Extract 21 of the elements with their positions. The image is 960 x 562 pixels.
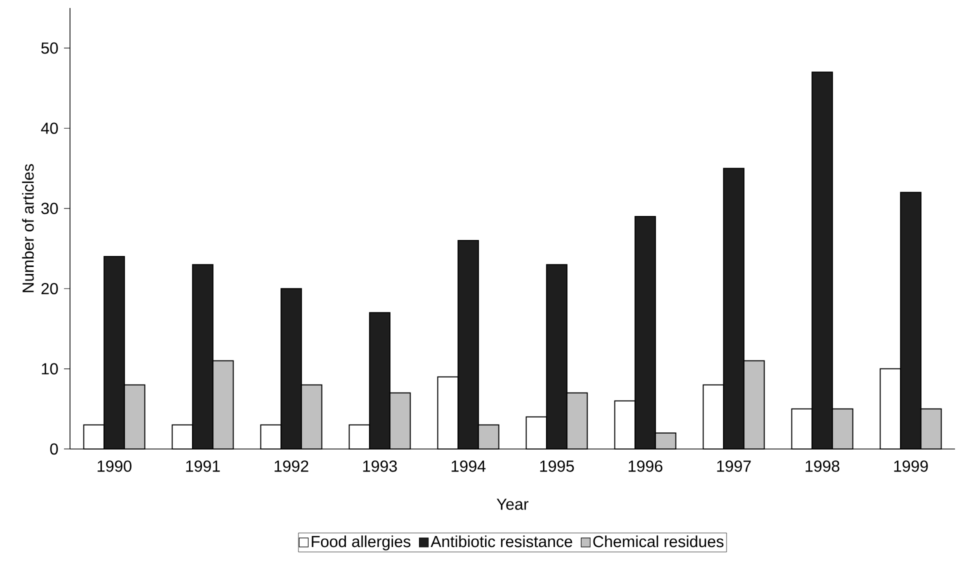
x-tick-label: 1998 [806,460,840,472]
x-tick-label: 1996 [628,460,662,472]
x-tick-label: 1995 [540,460,574,472]
y-tick-label: 20 [41,282,58,294]
x-tick-label: 1990 [98,460,132,472]
x-tick-label: 1994 [452,460,486,472]
legend-label: Food allergies [312,535,410,550]
y-axis-title: Number of articles [22,164,34,292]
y-tick-label: 30 [41,202,58,214]
y-tick-label: 10 [42,363,58,374]
legend-label: Chemical residues [593,535,724,548]
x-tick-label: 1992 [274,460,308,472]
x-tick-label: 1997 [717,460,751,472]
y-tick-label: 50 [41,42,58,54]
x-tick-label: 1993 [363,460,397,472]
legend-label: Antibiotic resistance [430,535,572,548]
x-axis-title: Year [496,498,528,510]
y-tick-label: 40 [41,122,58,134]
x-tick-label: 1999 [894,460,928,472]
x-tick-label: 1991 [186,460,220,472]
y-tick-label: 0 [50,443,58,455]
